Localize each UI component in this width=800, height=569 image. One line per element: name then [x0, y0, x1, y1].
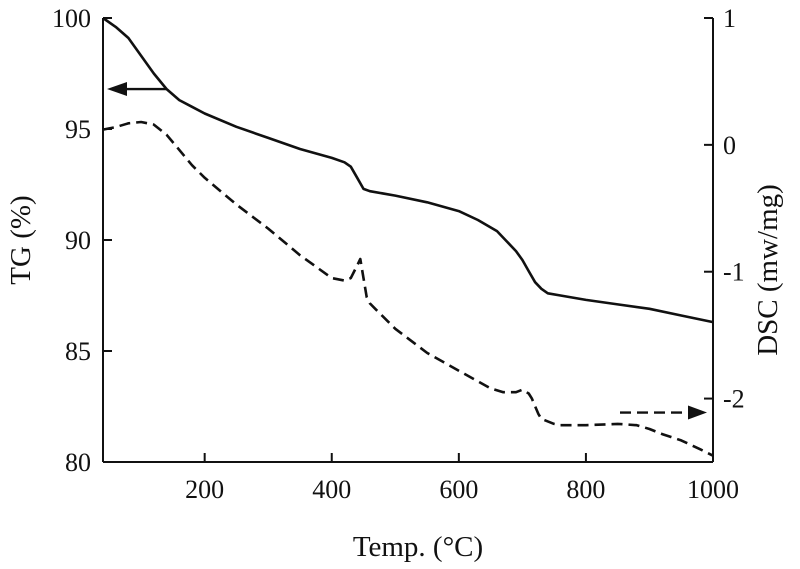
x-tick-label: 200	[185, 475, 224, 504]
y-left-tick-label: 90	[65, 226, 91, 255]
series-layer	[102, 16, 714, 457]
y-right-tick-label: 1	[723, 4, 736, 33]
x-axis-title: Temp. (°C)	[353, 531, 483, 563]
dsc-axis-arrowhead	[688, 405, 707, 420]
x-tick-label: 600	[439, 475, 478, 504]
y-left-tick-label: 100	[52, 4, 91, 33]
y-left-tick-label: 80	[65, 448, 91, 477]
y-right-tick-label: -1	[723, 258, 745, 287]
y-axis-left-title: TG (%)	[5, 195, 37, 284]
y-left-tick-label: 85	[65, 337, 91, 366]
y-right-tick-label: -2	[723, 385, 745, 414]
tg-series-line	[102, 16, 714, 324]
y-left-tick-label: 95	[65, 115, 91, 144]
x-tick-label: 1000	[687, 475, 739, 504]
x-tick-label: 400	[312, 475, 351, 504]
tg-axis-arrowhead	[107, 82, 127, 97]
y-right-tick-label: 0	[723, 131, 736, 160]
annotation-layer	[107, 82, 707, 420]
axes-layer: 200 400 600 800 1000 80 85 90 95 100 -2 -1 0 1	[52, 4, 745, 504]
dsc-series-line	[102, 120, 714, 457]
x-tick-label: 800	[566, 475, 605, 504]
y-axis-right-title: DSC (mw/mg)	[752, 184, 784, 356]
